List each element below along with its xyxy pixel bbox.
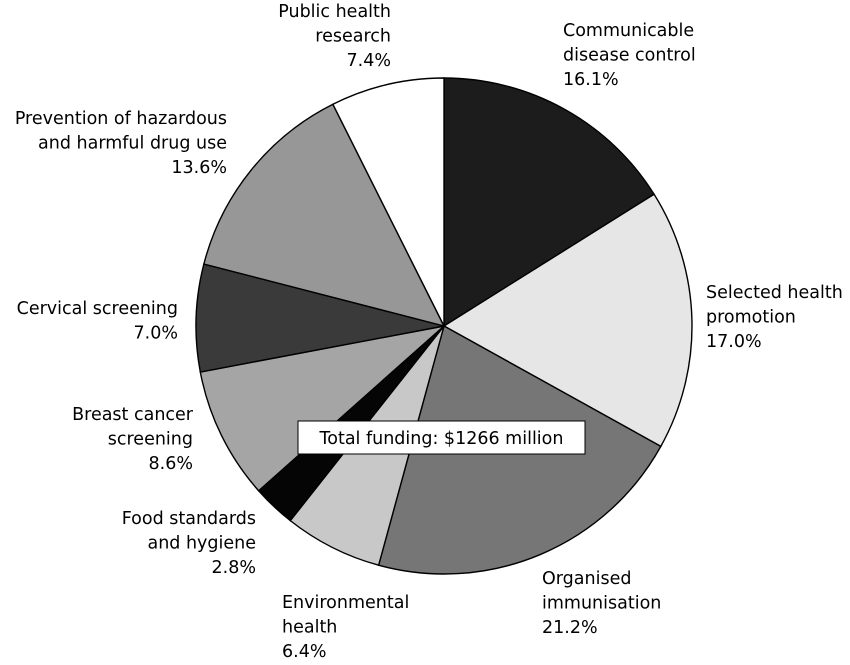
slice-label-line: Food standards bbox=[122, 509, 256, 529]
total-funding-annotation: Total funding: $1266 million bbox=[297, 420, 586, 455]
pie-slice bbox=[442, 193, 693, 448]
slice-label: Environmental health 6.4% bbox=[282, 593, 409, 662]
slice-percent: 17.0% bbox=[706, 332, 762, 352]
slice-label-line: and hygiene bbox=[147, 534, 256, 554]
slice-label: Breast cancer screening 8.6% bbox=[72, 405, 194, 474]
slice-percent: 13.6% bbox=[171, 158, 227, 178]
slice-labels: Communicable disease control 16.1% Selected… bbox=[15, 2, 843, 662]
slice-label-line: health bbox=[282, 618, 337, 638]
total-funding-text: Total funding: $1266 million bbox=[319, 429, 564, 449]
slice-label-line: Prevention of hazardous bbox=[15, 109, 227, 129]
slice-label-line: immunisation bbox=[542, 594, 661, 614]
slice-label-line: Selected health bbox=[706, 283, 843, 303]
slice-label-line: Environmental bbox=[282, 593, 409, 613]
pie-slice bbox=[195, 263, 445, 373]
slice-label: Organised immunisation 21.2% bbox=[542, 569, 661, 638]
slice-label-line: Communicable bbox=[563, 21, 694, 41]
slice-percent: 21.2% bbox=[542, 618, 598, 638]
slice-label-line: Cervical screening bbox=[17, 299, 178, 319]
slice-label-line: Public health bbox=[278, 2, 391, 22]
slice-percent: 8.6% bbox=[149, 454, 193, 474]
pie-slice bbox=[199, 324, 447, 492]
pie-slice bbox=[331, 77, 445, 327]
slice-percent: 6.4% bbox=[282, 642, 326, 662]
slice-label-line: Organised bbox=[542, 569, 631, 589]
slice-label-line: disease control bbox=[563, 46, 696, 66]
slice-label-line: Breast cancer bbox=[72, 405, 194, 425]
slice-label: Selected health promotion 17.0% bbox=[706, 283, 843, 352]
pie-slice bbox=[443, 77, 656, 328]
pie-slices bbox=[195, 77, 693, 575]
slice-label-line: and harmful drug use bbox=[38, 134, 227, 154]
slice-label: Cervical screening 7.0% bbox=[17, 299, 178, 344]
slice-label: Communicable disease control 16.1% bbox=[563, 21, 696, 90]
slice-label-line: promotion bbox=[706, 308, 796, 328]
slice-percent: 16.1% bbox=[563, 70, 619, 90]
slice-label: Public health research 7.4% bbox=[278, 2, 391, 71]
slice-label: Prevention of hazardous and harmful drug … bbox=[15, 109, 227, 178]
slice-percent: 7.4% bbox=[347, 51, 391, 71]
slice-label-line: research bbox=[315, 27, 391, 47]
slice-percent: 7.0% bbox=[134, 324, 178, 344]
pie-slice bbox=[203, 103, 446, 328]
slice-label: Food standards and hygiene 2.8% bbox=[122, 509, 256, 578]
slice-label-line: screening bbox=[108, 430, 193, 450]
total-funding-box bbox=[297, 420, 586, 455]
slice-percent: 2.8% bbox=[212, 558, 256, 578]
